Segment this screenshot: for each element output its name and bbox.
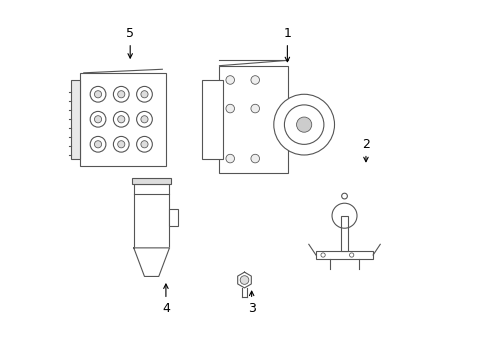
FancyBboxPatch shape (340, 216, 347, 251)
Polygon shape (134, 248, 169, 276)
Circle shape (136, 111, 152, 127)
Circle shape (113, 136, 129, 152)
Text: 1: 1 (283, 27, 291, 62)
Circle shape (225, 76, 234, 84)
Text: 3: 3 (247, 291, 255, 315)
Circle shape (250, 154, 259, 163)
Text: 5: 5 (126, 27, 134, 58)
Circle shape (94, 116, 102, 123)
FancyBboxPatch shape (134, 184, 169, 248)
Circle shape (225, 104, 234, 113)
Circle shape (90, 86, 106, 102)
Circle shape (141, 91, 148, 98)
Circle shape (141, 116, 148, 123)
Circle shape (273, 94, 334, 155)
Text: 2: 2 (361, 138, 369, 162)
Circle shape (113, 111, 129, 127)
FancyBboxPatch shape (219, 66, 287, 173)
FancyBboxPatch shape (169, 208, 178, 226)
Circle shape (113, 86, 129, 102)
FancyBboxPatch shape (80, 73, 165, 166)
Circle shape (341, 193, 346, 199)
Circle shape (118, 91, 124, 98)
Circle shape (320, 253, 325, 257)
Circle shape (141, 141, 148, 148)
Circle shape (349, 253, 353, 257)
Circle shape (118, 141, 124, 148)
Circle shape (250, 104, 259, 113)
Text: 4: 4 (162, 284, 169, 315)
Polygon shape (237, 272, 251, 288)
Circle shape (94, 141, 102, 148)
FancyBboxPatch shape (132, 178, 171, 184)
Circle shape (284, 105, 323, 144)
FancyBboxPatch shape (315, 251, 372, 258)
FancyBboxPatch shape (201, 80, 223, 158)
Circle shape (90, 136, 106, 152)
FancyBboxPatch shape (71, 80, 80, 158)
Circle shape (118, 116, 124, 123)
Circle shape (136, 136, 152, 152)
Circle shape (250, 76, 259, 84)
Circle shape (90, 111, 106, 127)
Circle shape (296, 117, 311, 132)
Circle shape (240, 276, 248, 284)
Circle shape (94, 91, 102, 98)
Circle shape (225, 154, 234, 163)
Circle shape (136, 86, 152, 102)
